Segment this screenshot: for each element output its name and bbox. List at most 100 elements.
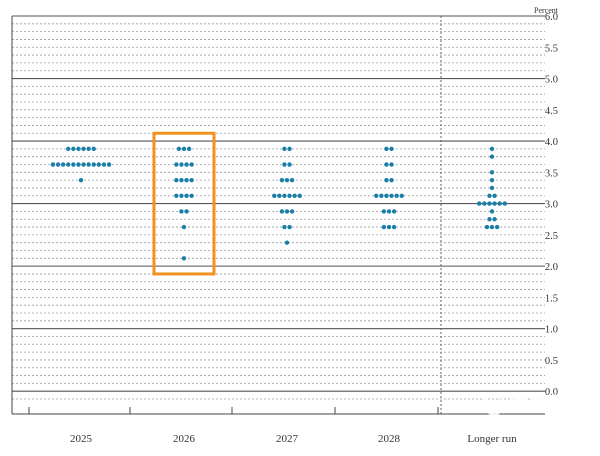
data-dot <box>282 224 287 230</box>
data-dot <box>289 177 295 183</box>
data-dot <box>189 193 194 198</box>
data-dot <box>487 201 492 206</box>
x-category-label: 2028 <box>378 433 401 445</box>
data-dot <box>184 209 189 214</box>
data-dot <box>394 193 399 198</box>
data-dot <box>284 240 290 245</box>
x-category-label: 2025 <box>70 433 93 445</box>
data-dot <box>174 162 179 167</box>
data-dot <box>71 146 76 152</box>
data-dot <box>179 193 184 198</box>
data-dot <box>477 201 482 206</box>
dot-column-2025 <box>50 146 112 183</box>
data-dot <box>179 177 184 183</box>
y-tick-label: 1.0 <box>545 325 558 336</box>
data-dot <box>391 224 397 230</box>
data-dot <box>81 146 86 152</box>
data-dot <box>174 193 179 198</box>
watermark: 路由器 luyouqi.com <box>482 392 573 431</box>
data-dot <box>386 209 392 214</box>
data-dot <box>179 162 184 167</box>
data-dot <box>60 162 66 167</box>
data-dot <box>289 209 295 214</box>
data-dot <box>297 193 302 198</box>
data-dot <box>78 177 84 183</box>
data-dot <box>494 224 500 230</box>
data-dot <box>106 162 112 167</box>
dot-column-longer-run <box>477 146 507 230</box>
data-dot <box>374 193 379 198</box>
y-tick-label: 2.0 <box>545 262 558 273</box>
data-dot <box>492 201 497 206</box>
data-dot <box>384 162 389 167</box>
data-dot <box>381 209 387 214</box>
data-dot <box>284 209 290 214</box>
y-tick-label: 4.5 <box>545 106 558 117</box>
data-dot <box>381 224 387 230</box>
data-dot <box>487 193 492 198</box>
data-dot <box>502 201 507 206</box>
data-dot <box>484 224 490 230</box>
highlight-box-2026 <box>152 131 216 276</box>
data-dot <box>287 193 292 198</box>
y-axis-tick-labels: 6.0 5.5 5.0 4.5 4.0 3.5 3.0 2.5 2.0 1.5 1.0 0.5 0.0 <box>545 12 558 398</box>
data-dot <box>287 146 292 152</box>
dot-column-2026 <box>174 146 194 261</box>
data-dot <box>272 193 277 198</box>
data-dot <box>489 177 495 183</box>
x-axis-category-labels: 2025 2026 2027 2028 Longer run <box>70 433 517 445</box>
data-dot <box>379 193 384 198</box>
data-dot <box>287 162 292 167</box>
y-tick-label: 4.0 <box>545 137 558 148</box>
data-dot <box>91 146 96 152</box>
data-dot <box>55 162 61 167</box>
data-dot <box>389 162 394 167</box>
data-dot <box>279 209 285 214</box>
data-dot <box>282 193 287 198</box>
data-dot <box>389 177 394 183</box>
data-dot <box>101 162 107 167</box>
data-dot <box>287 224 292 230</box>
y-tick-label: 6.0 <box>545 12 558 23</box>
data-dot <box>91 162 96 167</box>
data-dot <box>50 162 56 167</box>
data-dot <box>384 146 389 152</box>
data-dot <box>489 154 495 159</box>
data-dot <box>489 209 495 214</box>
dot-column-2028 <box>374 146 404 230</box>
y-tick-label: 1.5 <box>545 293 558 304</box>
data-dot <box>277 193 282 198</box>
data-dot <box>86 146 91 152</box>
data-dot <box>492 193 497 198</box>
x-category-label: 2026 <box>173 433 196 445</box>
data-dot <box>489 146 495 152</box>
data-dot <box>181 256 187 261</box>
data-dot <box>487 217 492 222</box>
y-tick-label: 0.5 <box>545 356 558 367</box>
data-dot <box>497 201 502 206</box>
data-dot <box>179 209 184 214</box>
axes <box>11 16 545 415</box>
y-tick-label: 2.5 <box>545 231 558 242</box>
data-dot <box>81 162 86 167</box>
data-dot <box>399 193 404 198</box>
data-dot <box>386 224 392 230</box>
data-dot <box>292 193 297 198</box>
y-tick-label: 5.0 <box>545 75 558 86</box>
data-dot <box>71 162 76 167</box>
x-category-label: Longer run <box>467 433 517 445</box>
dot-column-2027 <box>272 146 302 245</box>
y-tick-label: 3.0 <box>545 200 558 211</box>
data-dot <box>76 162 81 167</box>
x-category-label: 2027 <box>276 433 299 445</box>
data-dot <box>282 146 287 152</box>
data-dot <box>189 177 194 183</box>
data-dot <box>176 146 182 152</box>
y-axis-unit-label: Percent <box>534 6 559 15</box>
data-dot <box>181 146 187 152</box>
data-dot <box>482 201 487 206</box>
data-dot <box>384 193 389 198</box>
data-dot <box>489 224 495 230</box>
data-dot <box>184 193 189 198</box>
